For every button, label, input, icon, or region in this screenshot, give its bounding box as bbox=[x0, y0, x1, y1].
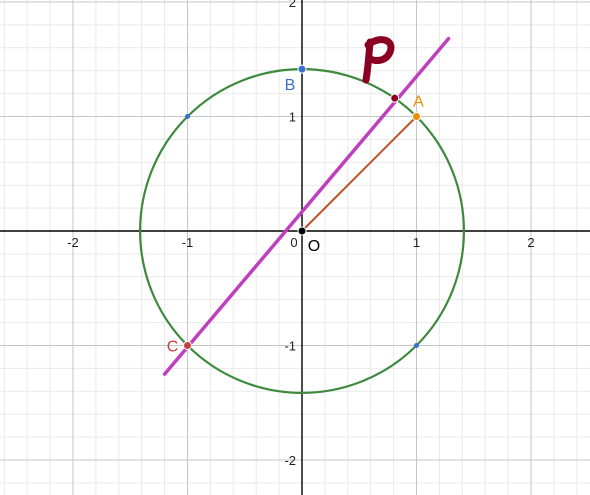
point-label-O: O bbox=[308, 238, 320, 255]
point-label-B: B bbox=[285, 77, 296, 94]
point-A[interactable] bbox=[412, 112, 421, 121]
x-tick-label: 2 bbox=[527, 235, 534, 250]
y-tick-label: 1 bbox=[289, 110, 296, 125]
x-tick-label: 0 bbox=[290, 235, 297, 250]
y-tick-label: -2 bbox=[284, 453, 296, 468]
handwritten-annotation bbox=[362, 36, 395, 84]
x-tick-label: -1 bbox=[182, 235, 194, 250]
point-intersection[interactable] bbox=[390, 93, 400, 103]
y-tick-label: 2 bbox=[289, 0, 296, 10]
tick-labels: -2 -1 0 1 2 -2 -1 1 2 bbox=[67, 0, 534, 468]
segment-OA[interactable] bbox=[301, 115, 418, 232]
point-label-A: A bbox=[413, 94, 424, 111]
x-tick-label: -2 bbox=[67, 235, 79, 250]
point-label-C: C bbox=[167, 339, 179, 356]
helper-point[interactable] bbox=[185, 114, 190, 119]
points: A B C O bbox=[167, 64, 424, 356]
handwritten-P-bowl bbox=[364, 36, 395, 64]
x-tick-label: 1 bbox=[413, 235, 420, 250]
line-through-C[interactable] bbox=[162, 36, 451, 376]
point-C[interactable] bbox=[183, 341, 192, 350]
y-tick-label: -1 bbox=[284, 339, 296, 354]
helper-point[interactable] bbox=[414, 343, 419, 348]
point-B[interactable] bbox=[297, 64, 307, 74]
point-O[interactable] bbox=[297, 226, 307, 236]
